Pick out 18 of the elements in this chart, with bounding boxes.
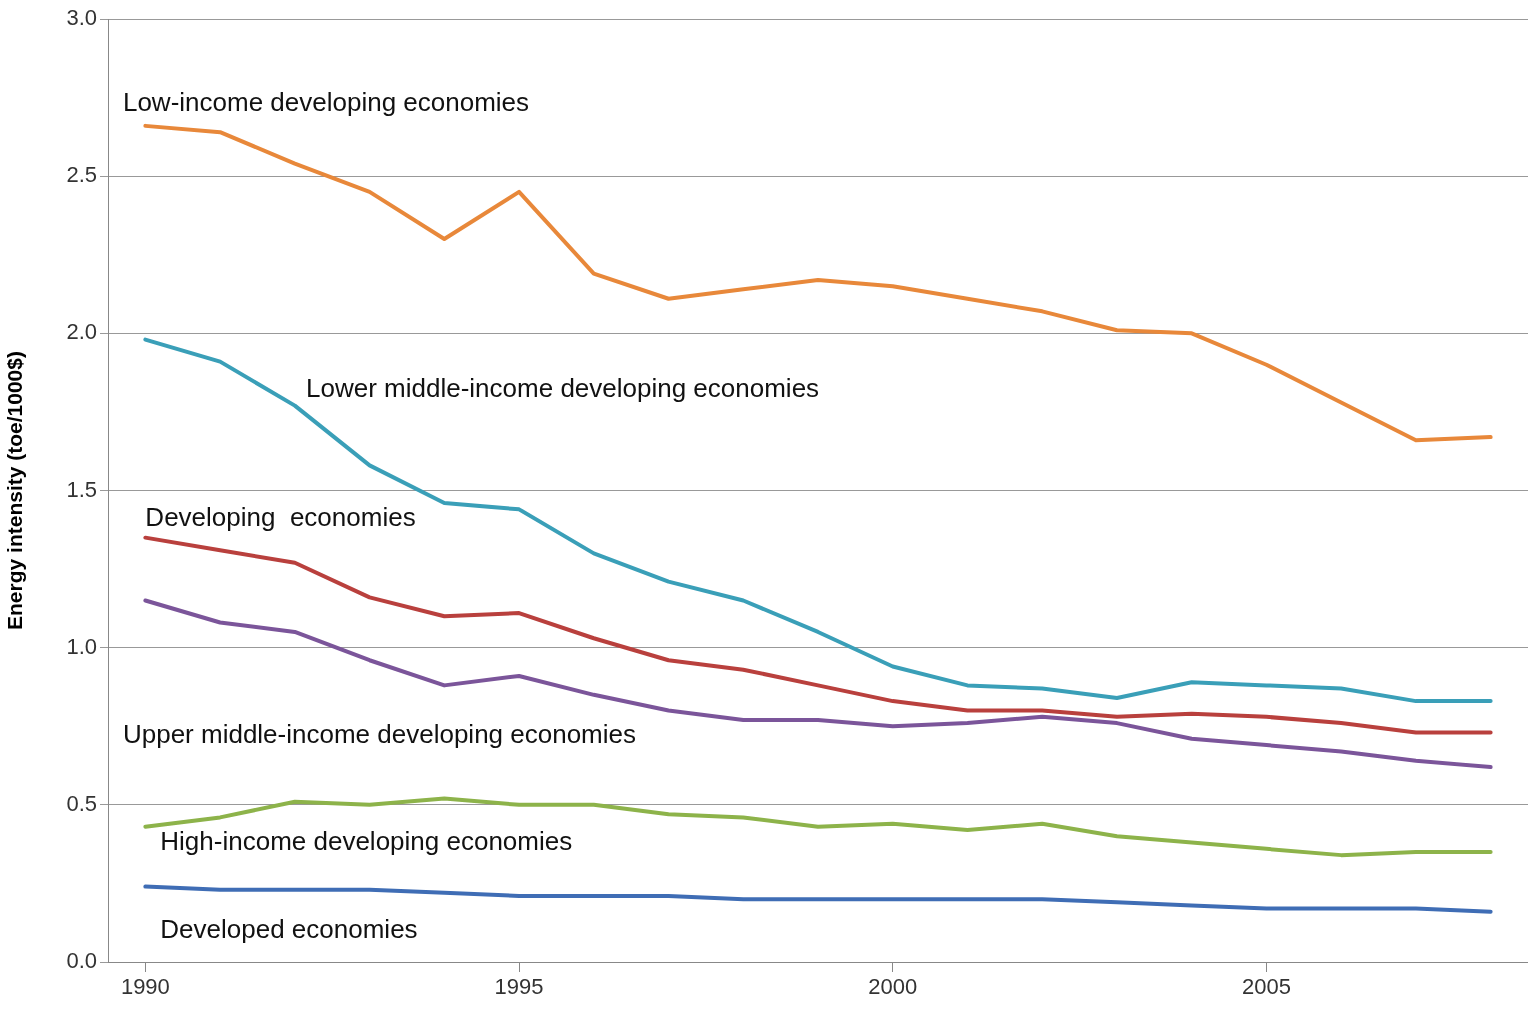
- y-tick-label: 3.0: [66, 5, 97, 31]
- y-tick-label: 2.0: [66, 319, 97, 345]
- y-tick-label: 2.5: [66, 162, 97, 188]
- y-tick-label: 1.0: [66, 633, 97, 659]
- y-axis-title: Energy intensity (toe/1000$): [3, 351, 27, 630]
- x-tick-label: 1995: [494, 974, 544, 1000]
- series-label: Upper middle-income developing economies: [122, 718, 637, 749]
- series-label: Developing economies: [145, 501, 416, 532]
- series-label: Developed economies: [160, 913, 418, 944]
- series-label: High-income developing economies: [160, 825, 573, 856]
- x-tick-label: 1990: [120, 974, 170, 1000]
- y-tick-label: 0.5: [66, 790, 97, 816]
- y-tick-label: 0.0: [66, 948, 97, 974]
- x-tick-label: 2000: [868, 974, 918, 1000]
- x-tick-label: 2005: [1241, 974, 1291, 1000]
- series-label: Low-income developing economies: [122, 87, 530, 118]
- series-label: Lower middle-income developing economies: [306, 373, 820, 404]
- y-tick-label: 1.5: [66, 476, 97, 502]
